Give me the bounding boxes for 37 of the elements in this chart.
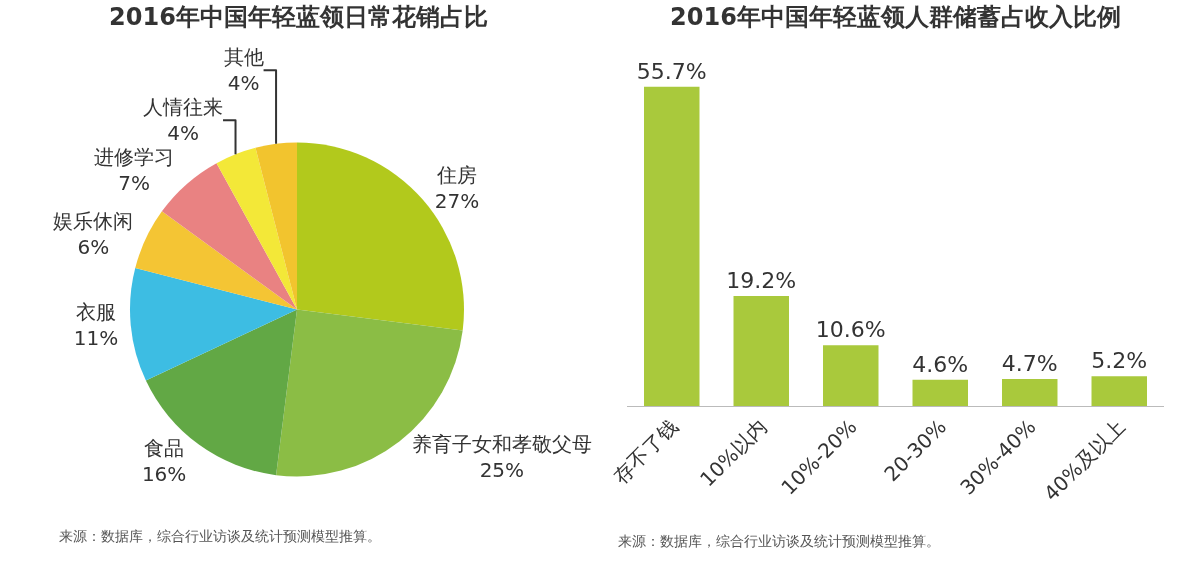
chart-title: 2016年中国年轻蓝领日常花销占比	[109, 3, 488, 32]
data-label: 4.6%	[912, 351, 969, 377]
source-note: 来源：数据库，综合行业访谈及统计预测模型推算。	[618, 533, 940, 549]
slice-label: 进修学习	[94, 145, 175, 170]
data-label: 4%	[227, 71, 260, 96]
chart-title: 2016年中国年轻蓝领人群储蓄占收入比例	[670, 3, 1121, 32]
slice-label: 娱乐休闲	[53, 208, 134, 233]
slice-label: 衣服	[76, 300, 117, 325]
source-note: 来源：数据库，综合行业访谈及统计预测模型推算。	[59, 528, 381, 544]
data-label: 7%	[118, 171, 150, 196]
data-label: 55.7%	[636, 58, 707, 84]
pie-slice	[216, 147, 297, 310]
data-label: 4%	[167, 121, 199, 146]
bar	[823, 345, 879, 406]
data-label: 10.6%	[815, 317, 886, 343]
data-label: 16%	[141, 461, 187, 486]
slice-label: 其他	[223, 45, 264, 70]
pie-slice	[255, 142, 297, 310]
bar	[1002, 379, 1058, 406]
slice-label: 住房	[436, 163, 477, 188]
data-label: 25%	[479, 458, 525, 483]
bar	[733, 295, 789, 406]
bar	[912, 379, 968, 406]
slice-label: 食品	[144, 435, 185, 460]
data-label: 6%	[77, 234, 110, 259]
pie-slice	[130, 267, 297, 381]
bar	[1091, 376, 1147, 406]
data-label: 27%	[434, 189, 480, 214]
x-tick-label: 存不了钱	[608, 414, 683, 489]
bar	[644, 86, 700, 406]
slice-label: 人情往来	[143, 95, 224, 120]
slice-label: 养育子女和孝敬父母	[411, 432, 592, 457]
pie-slice	[135, 211, 297, 310]
data-label: 19.2%	[726, 267, 797, 293]
data-label: 11%	[73, 326, 119, 351]
data-label: 5.2%	[1091, 348, 1148, 374]
data-label: 4.7%	[1001, 351, 1058, 377]
